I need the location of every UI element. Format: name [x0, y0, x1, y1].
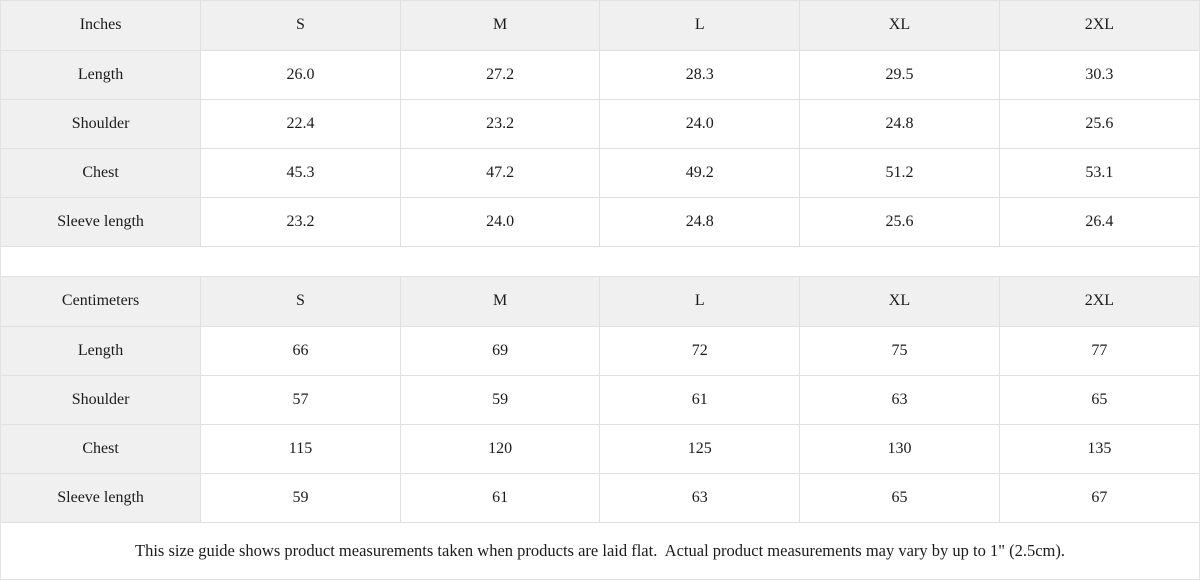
measurement-row: Shoulder 57 59 61 63 65	[0, 374, 1200, 425]
value-cell: 24.0	[599, 98, 801, 149]
value-cell: 25.6	[799, 196, 1000, 247]
value-cell: 24.0	[399, 196, 601, 247]
measurement-row: Length 26.0 27.2 28.3 29.5 30.3	[0, 49, 1200, 100]
value-cell: 63	[599, 472, 801, 523]
value-cell: 26.4	[998, 196, 1200, 247]
value-cell: 26.0	[200, 49, 401, 100]
size-header-cell: L	[599, 276, 801, 327]
value-cell: 49.2	[599, 147, 801, 198]
value-cell: 29.5	[799, 49, 1000, 100]
value-cell: 25.6	[998, 98, 1200, 149]
value-cell: 125	[599, 423, 801, 474]
row-label-cell: Shoulder	[0, 98, 202, 149]
value-cell: 65	[998, 374, 1200, 425]
value-cell: 24.8	[799, 98, 1000, 149]
size-header-cell: 2XL	[998, 0, 1200, 51]
value-cell: 66	[200, 325, 401, 376]
value-cell: 130	[799, 423, 1000, 474]
value-cell: 72	[599, 325, 801, 376]
value-cell: 45.3	[200, 147, 401, 198]
size-header-cell: M	[399, 276, 601, 327]
measurement-row: Sleeve length 59 61 63 65 67	[0, 472, 1200, 523]
row-label-cell: Chest	[0, 147, 202, 198]
value-cell: 27.2	[399, 49, 601, 100]
value-cell: 75	[799, 325, 1000, 376]
size-header-cell: L	[599, 0, 801, 51]
value-cell: 135	[998, 423, 1200, 474]
measurement-row: Chest 45.3 47.2 49.2 51.2 53.1	[0, 147, 1200, 198]
header-row: Centimeters S M L XL 2XL	[0, 276, 1200, 327]
row-label-cell: Length	[0, 49, 202, 100]
centimeters-size-table: Centimeters S M L XL 2XL Length 66 69 72 75 77 Shoul…	[0, 276, 1200, 523]
measurement-row: Length 66 69 72 75 77	[0, 325, 1200, 376]
size-header-cell: S	[200, 276, 401, 327]
size-header-cell: XL	[799, 0, 1000, 51]
value-cell: 67	[998, 472, 1200, 523]
row-label-cell: Sleeve length	[0, 472, 202, 523]
measurement-row: Chest 115 120 125 130 135	[0, 423, 1200, 474]
value-cell: 28.3	[599, 49, 801, 100]
value-cell: 77	[998, 325, 1200, 376]
value-cell: 22.4	[200, 98, 401, 149]
row-label-cell: Chest	[0, 423, 202, 474]
value-cell: 59	[399, 374, 601, 425]
row-label-cell: Length	[0, 325, 202, 376]
value-cell: 24.8	[599, 196, 801, 247]
row-label-cell: Shoulder	[0, 374, 202, 425]
value-cell: 30.3	[998, 49, 1200, 100]
value-cell: 61	[599, 374, 801, 425]
size-header-cell: M	[399, 0, 601, 51]
value-cell: 115	[200, 423, 401, 474]
measurement-row: Shoulder 22.4 23.2 24.0 24.8 25.6	[0, 98, 1200, 149]
value-cell: 63	[799, 374, 1000, 425]
size-header-cell: XL	[799, 276, 1000, 327]
value-cell: 51.2	[799, 147, 1000, 198]
value-cell: 47.2	[399, 147, 601, 198]
header-row: Inches S M L XL 2XL	[0, 0, 1200, 51]
value-cell: 23.2	[399, 98, 601, 149]
size-header-cell: S	[200, 0, 401, 51]
value-cell: 61	[399, 472, 601, 523]
value-cell: 65	[799, 472, 1000, 523]
value-cell: 53.1	[998, 147, 1200, 198]
value-cell: 69	[399, 325, 601, 376]
unit-header-cell: Inches	[0, 0, 202, 51]
footer-note: This size guide shows product measuremen…	[1, 522, 1199, 579]
inches-size-table: Inches S M L XL 2XL Length 26.0 27.2 28.3 29.5 30.3…	[0, 0, 1200, 247]
measurement-row: Sleeve length 23.2 24.0 24.8 25.6 26.4	[0, 196, 1200, 247]
unit-header-cell: Centimeters	[0, 276, 202, 327]
value-cell: 23.2	[200, 196, 401, 247]
value-cell: 57	[200, 374, 401, 425]
table-spacer	[1, 246, 1199, 277]
size-header-cell: 2XL	[998, 276, 1200, 327]
row-label-cell: Sleeve length	[0, 196, 202, 247]
value-cell: 59	[200, 472, 401, 523]
value-cell: 120	[399, 423, 601, 474]
